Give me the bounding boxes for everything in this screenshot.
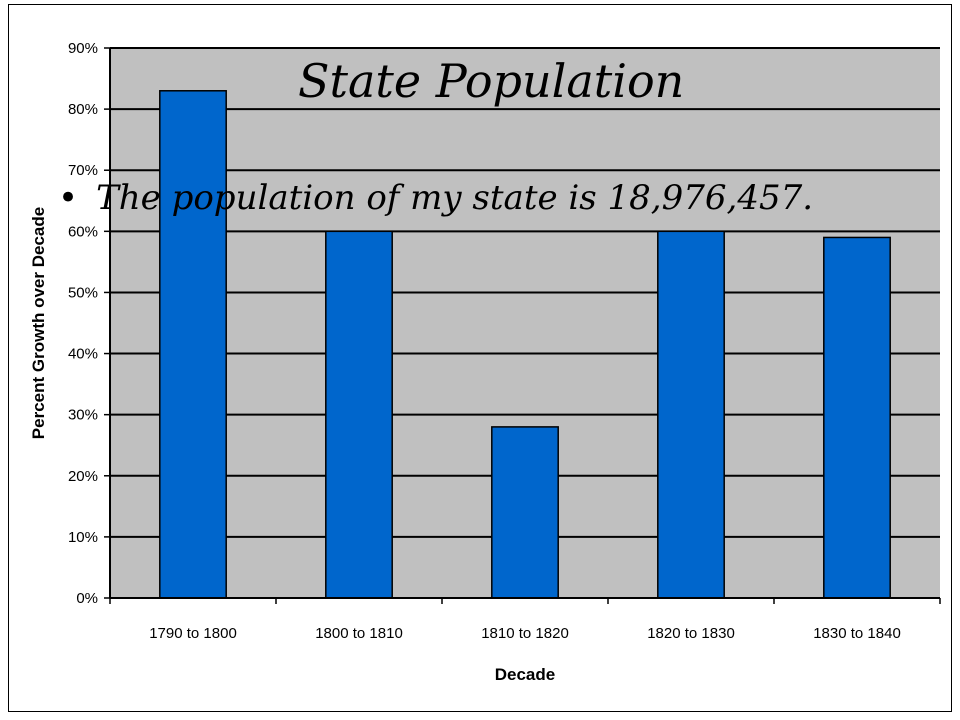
y-tick-labels: 0% 10% 20% 30% 40% 50% 60% 70% 80% 90% xyxy=(68,40,110,607)
y-tick-label: 50% xyxy=(68,284,98,301)
bullet-dot-icon: • xyxy=(58,178,79,218)
bar xyxy=(823,236,891,599)
y-tick-label: 30% xyxy=(68,407,98,424)
y-tick-label: 20% xyxy=(68,468,98,485)
y-tick-label: 80% xyxy=(68,101,98,118)
bar xyxy=(159,90,227,599)
x-tick-label: 1790 to 1800 xyxy=(149,625,237,642)
slide-bullet: • The population of my state is 18,976,45… xyxy=(58,178,813,218)
bar xyxy=(657,230,725,599)
gridlines xyxy=(110,47,940,538)
x-axis-title: Decade xyxy=(495,665,555,684)
x-tick-label: 1800 to 1810 xyxy=(315,625,403,642)
x-tick-label: 1830 to 1840 xyxy=(813,625,901,642)
bullet-text: The population of my state is 18,976,457… xyxy=(96,178,814,218)
bar xyxy=(325,230,393,599)
bar xyxy=(491,426,559,599)
axes xyxy=(109,48,940,599)
y-tick-label: 40% xyxy=(68,346,98,363)
x-tick-labels: 1790 to 1800 1800 to 1810 1810 to 1820 1820… xyxy=(109,598,941,642)
y-tick-label: 90% xyxy=(68,40,98,57)
y-tick-label: 0% xyxy=(76,590,98,607)
x-tick-label: 1820 to 1830 xyxy=(647,625,735,642)
y-tick-label: 60% xyxy=(68,223,98,240)
y-tick-label: 10% xyxy=(68,529,98,546)
y-tick-label: 70% xyxy=(68,162,98,179)
y-axis-title: Percent Growth over Decade xyxy=(29,207,48,439)
slide-title: State Population xyxy=(298,54,685,108)
bars xyxy=(159,90,891,599)
x-tick-label: 1810 to 1820 xyxy=(481,625,569,642)
